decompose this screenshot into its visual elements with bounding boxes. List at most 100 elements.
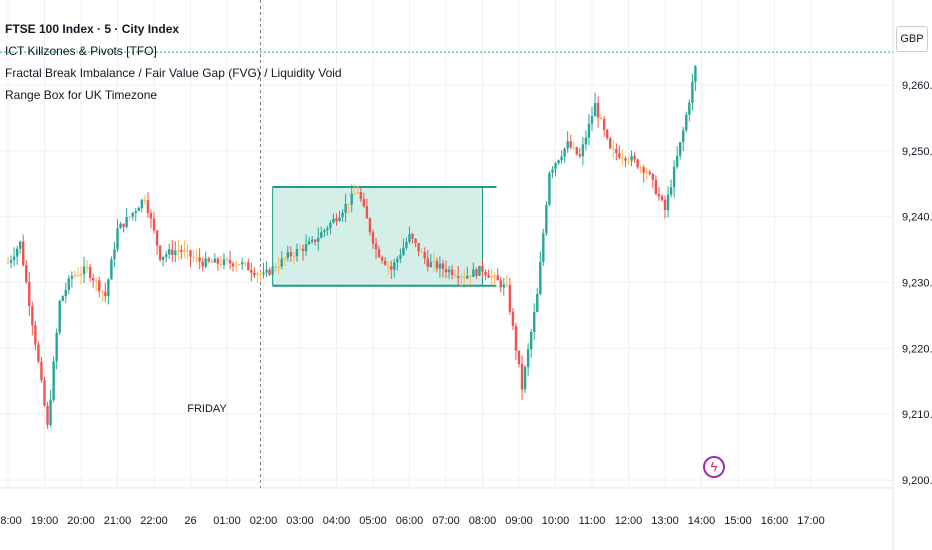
candle-body <box>55 332 58 362</box>
candle-body <box>186 250 189 252</box>
candle-body <box>256 273 259 276</box>
candle-body <box>675 155 679 167</box>
candle-body <box>231 263 235 267</box>
candle-body <box>180 249 183 252</box>
candle-body <box>344 203 347 213</box>
candle-body <box>210 261 213 263</box>
candle-body <box>347 203 350 205</box>
indicator-range-box[interactable]: Range Box for UK Timezone <box>5 88 158 102</box>
candle-body <box>444 268 448 273</box>
candle-body <box>286 252 290 258</box>
candle-body <box>280 258 283 267</box>
candle-body <box>277 266 280 268</box>
candle-body <box>314 239 317 242</box>
time-tick-label: 04:00 <box>323 515 351 527</box>
candle-body <box>374 243 378 250</box>
time-tick-label: 14:00 <box>688 515 716 527</box>
candle-body <box>615 148 618 154</box>
candle-body <box>304 244 308 252</box>
time-tick-label: 21:00 <box>104 515 132 527</box>
candle-body <box>356 191 359 194</box>
candle-body <box>414 238 417 243</box>
candle-body <box>490 276 493 278</box>
candle-body <box>551 169 554 173</box>
time-tick-label: 03:00 <box>286 515 314 527</box>
candle-body <box>602 118 606 130</box>
candle-body <box>241 262 244 265</box>
candle-body <box>58 300 61 333</box>
candle-body <box>216 258 220 264</box>
time-tick-label: 11:00 <box>579 515 606 527</box>
candle-body <box>222 259 226 266</box>
candle-body <box>198 257 201 262</box>
candle-body <box>405 241 408 248</box>
candle-body <box>341 212 344 218</box>
indicator-fvg[interactable]: Fractal Break Imbalance / Fair Value Gap… <box>5 66 342 80</box>
symbol-title[interactable]: FTSE 100 Index · 5 · City Index <box>5 22 180 36</box>
candle-body <box>387 264 390 267</box>
candle-body <box>34 325 37 345</box>
candle-body <box>484 271 487 276</box>
candle-body <box>158 245 162 260</box>
candle-body <box>128 216 131 218</box>
candle-body <box>685 114 688 131</box>
price-tick-label: 9,220.0 <box>902 343 932 355</box>
candle-body <box>350 193 353 205</box>
candle-body <box>648 171 651 174</box>
candle-body <box>195 257 198 259</box>
price-tick-label: 9,260.0 <box>902 80 932 92</box>
candle-body <box>542 233 545 262</box>
candle-body <box>22 241 25 266</box>
candle-body <box>496 275 499 281</box>
candle-body <box>326 228 329 231</box>
candle-body <box>213 258 217 263</box>
candle-body <box>441 263 445 269</box>
time-tick-label: 07:00 <box>432 515 460 527</box>
candle-body <box>587 123 591 138</box>
time-tick-label: 05:00 <box>359 515 387 527</box>
candle-body <box>73 275 77 277</box>
candle-body <box>456 276 460 279</box>
candle-body <box>499 280 502 288</box>
price-tick-label: 9,200.0 <box>902 475 932 487</box>
candle-body <box>262 272 265 275</box>
candle-body <box>52 361 55 400</box>
candle-body <box>639 167 642 169</box>
candle-body <box>545 204 548 234</box>
indicator-killzones[interactable]: ICT Killzones & Pivots [TFO] <box>5 44 157 58</box>
time-tick-label: 26 <box>184 515 196 527</box>
candle-body <box>526 349 530 368</box>
candle-body <box>122 223 125 227</box>
candle-body <box>9 260 13 263</box>
candle-body <box>310 239 314 242</box>
lightning-icon[interactable]: ϟ <box>703 456 725 478</box>
candle-body <box>168 249 171 255</box>
candle-body <box>435 260 439 269</box>
candle-body <box>529 331 533 350</box>
price-axis[interactable]: 9,260.0 9,250.0 9,240.0 9,230.0 9,220.0 9,210… <box>902 80 932 487</box>
candle-body <box>450 269 454 276</box>
candle-body <box>429 262 432 267</box>
candle-body <box>244 262 247 264</box>
candle-body <box>15 248 19 257</box>
currency-button[interactable]: GBP <box>896 26 928 52</box>
candle-body <box>593 102 597 117</box>
candle-body <box>380 257 384 261</box>
candle-body <box>119 223 122 229</box>
candle-body <box>98 280 101 292</box>
candle-body <box>371 232 375 244</box>
candle-body <box>536 294 539 312</box>
candle-body <box>95 280 98 282</box>
candle-body <box>672 166 676 188</box>
candle-body <box>691 81 694 103</box>
candle-body <box>335 218 338 222</box>
candle-body <box>28 281 31 307</box>
time-tick-label: 09:00 <box>505 515 533 527</box>
time-axis[interactable]: 18:00 19:00 20:00 21:00 22:00 26 01:00 02:00 03:… <box>0 515 825 527</box>
candle-body <box>609 137 612 149</box>
candle-body <box>557 160 560 164</box>
candle-body <box>660 196 664 200</box>
candle-body <box>411 233 414 239</box>
candle-body <box>359 191 363 200</box>
